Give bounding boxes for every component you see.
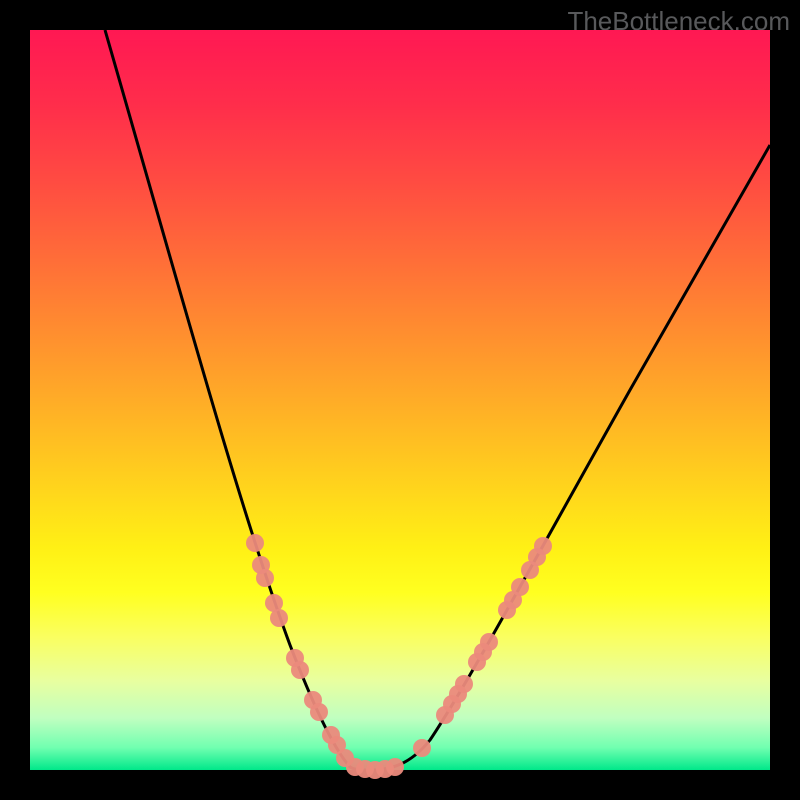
data-marker [455,675,473,693]
data-marker [291,661,309,679]
data-marker [534,537,552,555]
data-marker [386,758,404,776]
data-marker [310,703,328,721]
data-marker [511,578,529,596]
data-marker [256,569,274,587]
data-marker [480,633,498,651]
canvas-root: TheBottleneck.com [0,0,800,800]
data-marker [246,534,264,552]
markers-layer [30,30,770,770]
data-marker [413,739,431,757]
data-marker [270,609,288,627]
plot-area [30,30,770,770]
